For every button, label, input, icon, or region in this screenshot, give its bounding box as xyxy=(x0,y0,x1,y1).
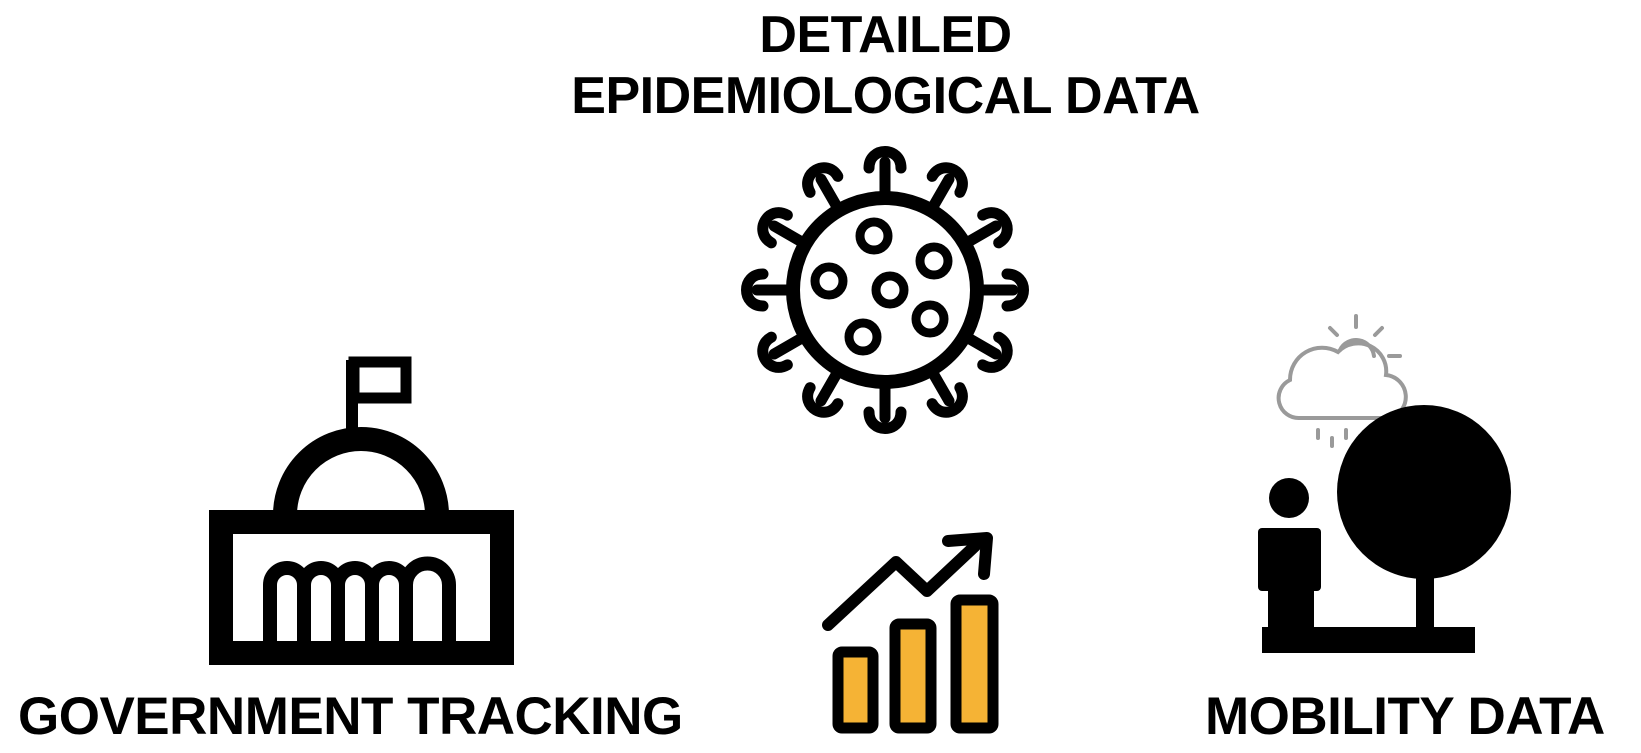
title-line-1: DETAILED xyxy=(759,6,1012,64)
capitol-building-icon xyxy=(209,356,514,665)
person-tree-icon xyxy=(1258,405,1511,653)
title-line-2: EPIDEMIOLOGICAL DATA xyxy=(571,67,1200,125)
virus-icon xyxy=(741,146,1029,434)
trend-chart-icon xyxy=(822,532,999,734)
government-tracking-label: GOVERNMENT TRACKING xyxy=(18,687,683,746)
mobility-data-label: MOBILITY DATA xyxy=(1205,687,1605,746)
